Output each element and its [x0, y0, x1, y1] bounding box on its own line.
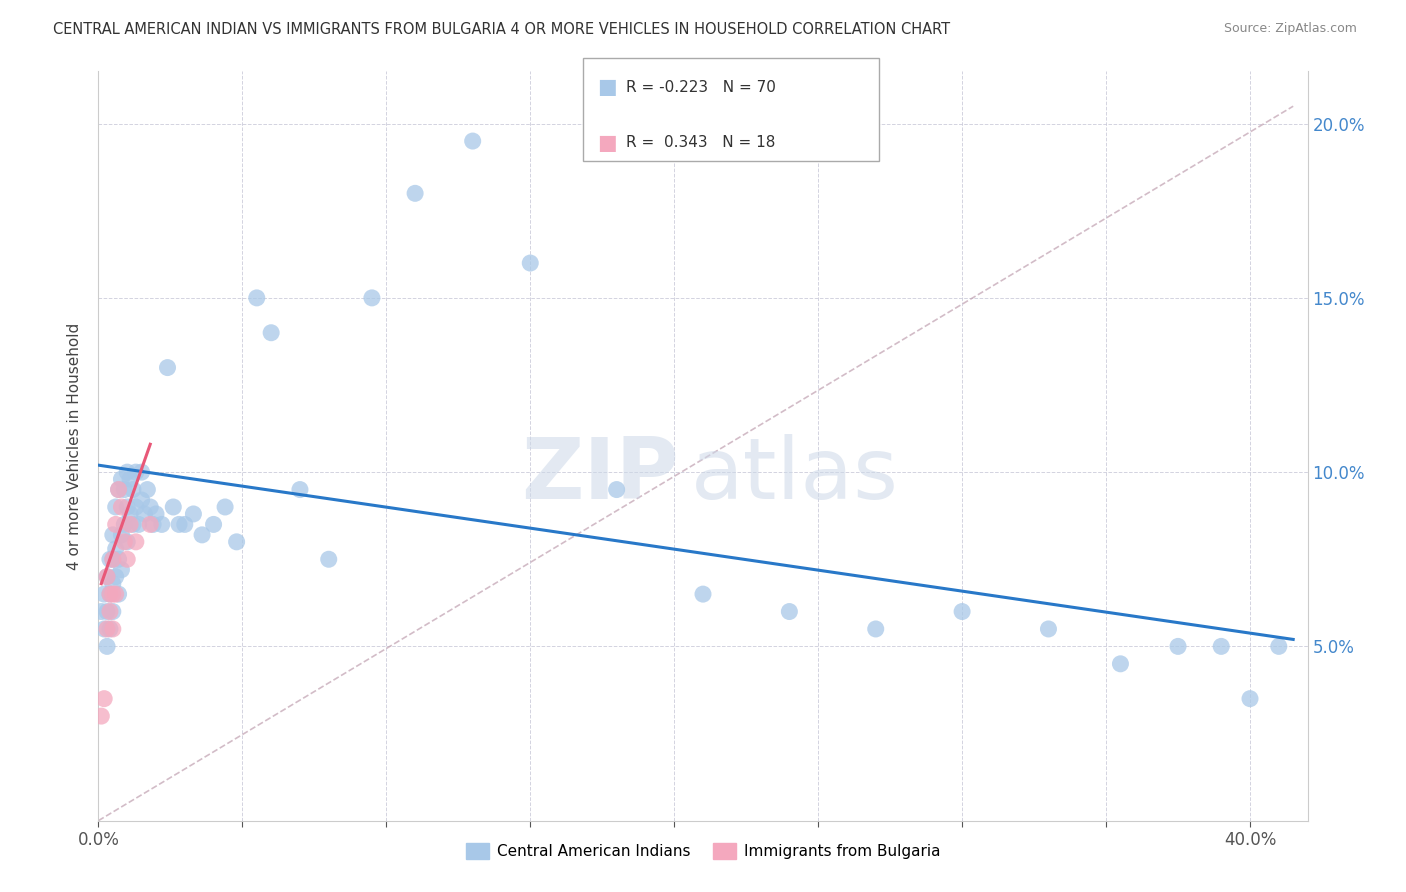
Point	[950, 605, 973, 619]
Text: atlas: atlas	[690, 434, 898, 517]
Point	[519, 256, 541, 270]
Point	[778, 605, 800, 619]
Point	[104, 517, 127, 532]
Point	[120, 507, 142, 521]
Text: ■: ■	[598, 133, 617, 153]
Point	[173, 517, 195, 532]
Point	[120, 472, 142, 486]
Point	[96, 605, 118, 619]
Point	[225, 534, 247, 549]
Point	[93, 691, 115, 706]
Point	[110, 528, 132, 542]
Point	[865, 622, 887, 636]
Point	[183, 507, 205, 521]
Point	[104, 570, 127, 584]
Point	[96, 640, 118, 654]
Point	[104, 500, 127, 514]
Text: Source: ZipAtlas.com: Source: ZipAtlas.com	[1223, 22, 1357, 36]
Point	[136, 483, 159, 497]
Point	[101, 622, 124, 636]
Point	[110, 472, 132, 486]
Text: CENTRAL AMERICAN INDIAN VS IMMIGRANTS FROM BULGARIA 4 OR MORE VEHICLES IN HOUSEH: CENTRAL AMERICAN INDIAN VS IMMIGRANTS FR…	[53, 22, 950, 37]
Point	[110, 500, 132, 514]
Point	[134, 507, 156, 521]
Point	[131, 493, 153, 508]
Point	[101, 587, 124, 601]
Point	[104, 541, 127, 556]
Point	[107, 483, 129, 497]
Point	[145, 507, 167, 521]
Legend: Central American Indians, Immigrants from Bulgaria: Central American Indians, Immigrants fro…	[460, 838, 946, 865]
Point	[139, 500, 162, 514]
Point	[112, 534, 135, 549]
Point	[96, 570, 118, 584]
Point	[142, 517, 165, 532]
Point	[260, 326, 283, 340]
Point	[107, 552, 129, 566]
Point	[288, 483, 311, 497]
Point	[692, 587, 714, 601]
Point	[93, 587, 115, 601]
Point	[98, 587, 121, 601]
Point	[1211, 640, 1233, 654]
Point	[214, 500, 236, 514]
Point	[125, 500, 148, 514]
Point	[98, 605, 121, 619]
Point	[139, 517, 162, 532]
Point	[98, 552, 121, 566]
Point	[90, 709, 112, 723]
Point	[1038, 622, 1060, 636]
Point	[120, 517, 142, 532]
Point	[461, 134, 484, 148]
Point	[93, 622, 115, 636]
Point	[162, 500, 184, 514]
Point	[96, 622, 118, 636]
Point	[1268, 640, 1291, 654]
Point	[122, 483, 145, 497]
Point	[156, 360, 179, 375]
Text: R = -0.223   N = 70: R = -0.223 N = 70	[626, 80, 776, 95]
Point	[202, 517, 225, 532]
Point	[1167, 640, 1189, 654]
Point	[150, 517, 173, 532]
Point	[115, 534, 138, 549]
Point	[115, 465, 138, 479]
Point	[1109, 657, 1132, 671]
Point	[104, 587, 127, 601]
Point	[361, 291, 384, 305]
Point	[98, 622, 121, 636]
Point	[107, 587, 129, 601]
Point	[98, 587, 121, 601]
Point	[101, 605, 124, 619]
Point	[107, 483, 129, 497]
Text: ■: ■	[598, 78, 617, 97]
Point	[112, 483, 135, 497]
Point	[110, 563, 132, 577]
Point	[191, 528, 214, 542]
Point	[115, 500, 138, 514]
Point	[101, 528, 124, 542]
Point	[101, 552, 124, 566]
Point	[112, 517, 135, 532]
Point	[101, 576, 124, 591]
Point	[96, 570, 118, 584]
Point	[122, 517, 145, 532]
Point	[90, 605, 112, 619]
Text: R =  0.343   N = 18: R = 0.343 N = 18	[626, 136, 775, 150]
Point	[131, 465, 153, 479]
Point	[1239, 691, 1261, 706]
Point	[167, 517, 190, 532]
Point	[125, 534, 148, 549]
Point	[606, 483, 628, 497]
Point	[128, 517, 150, 532]
Point	[404, 186, 426, 201]
Point	[125, 465, 148, 479]
Point	[101, 552, 124, 566]
Point	[246, 291, 269, 305]
Point	[115, 552, 138, 566]
Point	[318, 552, 340, 566]
Text: ZIP: ZIP	[522, 434, 679, 517]
Y-axis label: 4 or more Vehicles in Household: 4 or more Vehicles in Household	[67, 322, 83, 570]
